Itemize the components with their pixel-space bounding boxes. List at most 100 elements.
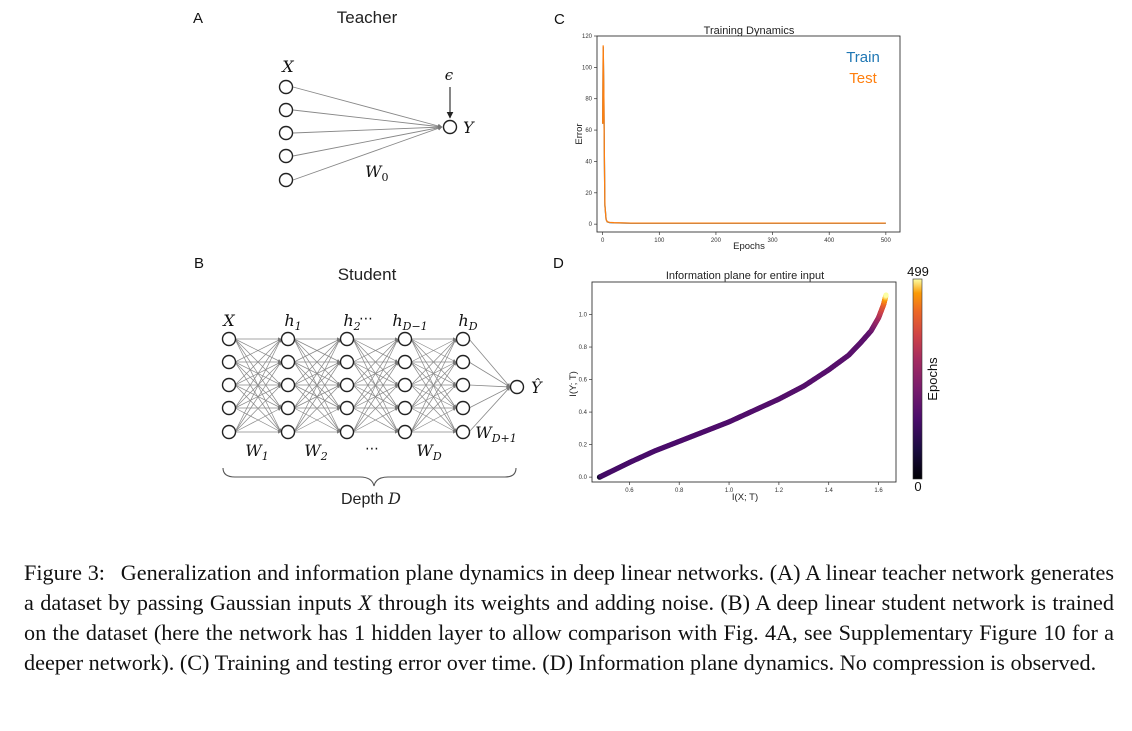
chart-c-series-test xyxy=(602,45,886,224)
depth-label: Depth D xyxy=(341,489,401,508)
colorbar-max-label: 499 xyxy=(907,264,929,279)
student-node xyxy=(397,377,413,393)
panel-d-information-plane: D Information plane for entire input 0.6… xyxy=(553,255,940,503)
student-edges xyxy=(234,337,511,434)
student-edge xyxy=(352,338,399,386)
student-weight-label: W1 xyxy=(245,441,268,463)
chart-d-ticks: 0.6 0.8 1.0 1.2 1.4 1.6 0.0 0.2 0.4 0.6 0.8 1.0 xyxy=(579,313,884,494)
teacher-edge xyxy=(292,126,443,181)
student-edge xyxy=(352,338,399,363)
teacher-output-label: Y xyxy=(463,118,475,137)
chart-c-ytick-label: 80 xyxy=(585,97,592,103)
student-node xyxy=(221,377,237,393)
caption-label: Figure 3: xyxy=(24,560,105,585)
chart-d-xtick-label: 1.2 xyxy=(775,488,784,494)
chart-d-title: Information plane for entire input xyxy=(666,270,824,282)
colorbar xyxy=(912,278,923,480)
student-edge xyxy=(234,384,282,433)
student-edge xyxy=(234,407,282,433)
student-edge xyxy=(410,338,457,386)
student-edge xyxy=(234,338,282,433)
student-edge xyxy=(234,361,282,433)
panel-a-letter: A xyxy=(193,10,203,27)
student-node xyxy=(339,377,355,393)
student-node xyxy=(280,424,296,440)
caption-math-x: X xyxy=(358,590,372,615)
chart-c-ticks: 0 100 200 300 400 500 0 20 40 60 80 100 120 xyxy=(582,34,892,244)
student-node xyxy=(397,331,413,347)
chart-d-xtick-label: 1.4 xyxy=(825,488,834,494)
teacher-edge xyxy=(292,125,443,157)
student-edge xyxy=(293,361,341,433)
layer-ellipsis: ⋯ xyxy=(359,311,373,327)
student-edge xyxy=(410,338,457,409)
panel-c-training-dynamics: C Training Dynamics 0 100 200 300 400 500 0 20 4… xyxy=(554,11,901,252)
student-layer-label: hD−1 xyxy=(392,311,427,333)
teacher-input-node xyxy=(278,79,294,95)
chart-d-points xyxy=(596,292,889,480)
chart-d-ytick-label: 0.0 xyxy=(579,475,588,481)
student-node xyxy=(280,377,296,393)
chart-d-frame xyxy=(591,281,897,483)
student-layer-label: h2 xyxy=(343,311,360,333)
chart-c-ytick-label: 0 xyxy=(589,222,593,228)
student-node xyxy=(339,400,355,416)
student-node xyxy=(339,331,355,347)
student-weight-label: WD xyxy=(416,441,441,463)
student-edge xyxy=(352,338,399,409)
student-node xyxy=(455,400,471,416)
student-weight-label: ⋯ xyxy=(365,441,379,457)
student-edge xyxy=(293,338,341,433)
student-edge xyxy=(410,361,457,433)
chart-c-xtick-label: 500 xyxy=(881,238,892,244)
student-node xyxy=(397,354,413,370)
panel-d-letter: D xyxy=(553,255,564,272)
chart-c-legend: Train Test xyxy=(846,49,880,87)
chart-c-ylabel: Error xyxy=(574,123,585,144)
chart-d-ylabel: I(Y; T) xyxy=(568,371,579,397)
student-output-edge xyxy=(468,386,511,409)
teacher-input-node xyxy=(278,148,294,164)
caption-text-part1: Generalization and information plane dyn… xyxy=(24,560,1115,615)
student-output-edge xyxy=(468,361,511,388)
chart-c-ytick-label: 60 xyxy=(585,128,592,134)
chart-c-ytick-label: 40 xyxy=(585,159,592,165)
student-node xyxy=(339,354,355,370)
colorbar-min-label: 0 xyxy=(914,479,921,494)
student-node xyxy=(455,377,471,393)
student-edge xyxy=(293,338,341,409)
chart-c-ytick-label: 100 xyxy=(582,65,593,71)
panel-a-title: Teacher xyxy=(337,8,398,27)
student-edge xyxy=(234,338,282,386)
chart-d-ytick-label: 1.0 xyxy=(579,313,588,319)
chart-d-xlabel: I(X; T) xyxy=(732,492,758,503)
student-output-edge xyxy=(468,386,511,433)
panel-b-title: Student xyxy=(338,265,397,284)
student-edge xyxy=(234,338,282,409)
student-edge xyxy=(352,338,399,433)
teacher-output-node xyxy=(442,119,458,135)
depth-brace xyxy=(222,467,517,487)
chart-c-xtick-label: 200 xyxy=(711,238,722,244)
student-edge xyxy=(293,407,341,433)
chart-d-xtick-label: 1.6 xyxy=(874,488,883,494)
student-node xyxy=(221,331,237,347)
student-output-node xyxy=(509,379,525,395)
student-output-label: Ŷ xyxy=(531,377,543,397)
teacher-edge xyxy=(292,86,443,129)
chart-d-xtick-label: 1.0 xyxy=(725,488,734,494)
chart-c-ytick-label: 120 xyxy=(582,34,593,40)
student-edge xyxy=(293,338,341,386)
student-node xyxy=(280,331,296,347)
figure-caption: Figure 3: Generalization and information… xyxy=(24,558,1114,678)
teacher-input-node xyxy=(278,125,294,141)
chart-c-legend-test: Test xyxy=(849,70,877,87)
chart-c-frame xyxy=(596,35,901,233)
student-weight-label: WD+1 xyxy=(475,423,517,445)
chart-c-title: Training Dynamics xyxy=(704,25,795,37)
student-node xyxy=(221,354,237,370)
panel-c-letter: C xyxy=(554,11,565,28)
teacher-input-nodes xyxy=(278,79,294,188)
caption-text-part2: through its weights and adding noise. (B… xyxy=(24,590,1114,675)
